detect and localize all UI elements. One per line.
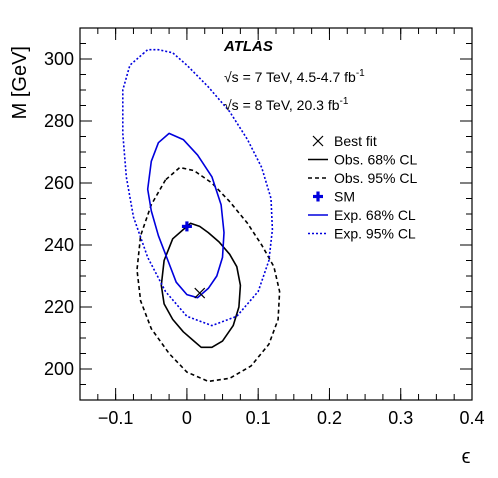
contour-exp-95-cl — [122, 48, 274, 327]
axis-tick-labels: −0.1 0 0.1 0.2 0.3 0.4 200 220 240 260 280 300 — [44, 49, 485, 428]
legend: Best fit Obs. 68% CL Obs. 95% CL SM Exp. 68%… — [308, 133, 417, 242]
x-tick-label: −0.1 — [98, 408, 134, 428]
x-tick-label: 0.1 — [246, 408, 271, 428]
legend-swatch — [312, 135, 324, 147]
legend-label: Obs. 95% CL — [334, 170, 417, 186]
legend-item: Best fit — [312, 133, 377, 149]
legend-item: Obs. 95% CL — [308, 170, 417, 186]
sm-marker — [181, 221, 192, 232]
x-tick-label: 0.4 — [459, 408, 484, 428]
energy-label-8tev-text: √s = 8 TeV, 20.3 fb — [224, 97, 340, 113]
y-tick-label: 200 — [44, 359, 74, 379]
atlas-label: ATLAS — [223, 38, 273, 55]
legend-label: Best fit — [334, 133, 377, 149]
y-tick-label: 240 — [44, 235, 74, 255]
legend-item: Exp. 68% CL — [308, 207, 416, 223]
legend-label: Exp. 95% CL — [334, 226, 416, 242]
best-fit-marker — [194, 287, 206, 299]
legend-item: Exp. 95% CL — [308, 226, 416, 242]
x-tick-label: 0.2 — [317, 408, 342, 428]
y-axis-title: M [GeV] — [9, 46, 31, 119]
contour-obs-68-cl — [160, 222, 242, 349]
contour-exp-68-cl — [146, 132, 225, 299]
y-tick-label: 280 — [44, 111, 74, 131]
energy-label-7tev-sup: -1 — [356, 68, 365, 79]
y-tick-label: 220 — [44, 297, 74, 317]
energy-label-7tev-text: √s = 7 TeV, 4.5-4.7 fb — [224, 69, 356, 85]
contour-series — [122, 48, 281, 383]
legend-item: Obs. 68% CL — [308, 152, 417, 168]
y-tick-label: 260 — [44, 173, 74, 193]
x-tick-label: 0 — [182, 408, 192, 428]
contour-obs-95-cl — [136, 166, 281, 383]
legend-label: Obs. 68% CL — [334, 152, 417, 168]
x-axis-title: ϵ — [462, 446, 471, 468]
energy-label-8tev-sup: -1 — [340, 96, 349, 107]
legend-item: SM — [313, 189, 355, 205]
energy-label-8tev: √s = 8 TeV, 20.3 fb-1 — [224, 96, 349, 113]
axis-ticks — [79, 27, 473, 401]
y-tick-label: 300 — [44, 49, 74, 69]
fit-markers — [181, 221, 206, 299]
x-tick-label: 0.3 — [388, 408, 413, 428]
legend-label: Exp. 68% CL — [334, 207, 416, 223]
energy-label-7tev: √s = 7 TeV, 4.5-4.7 fb-1 — [224, 68, 365, 85]
legend-label: SM — [334, 189, 355, 205]
